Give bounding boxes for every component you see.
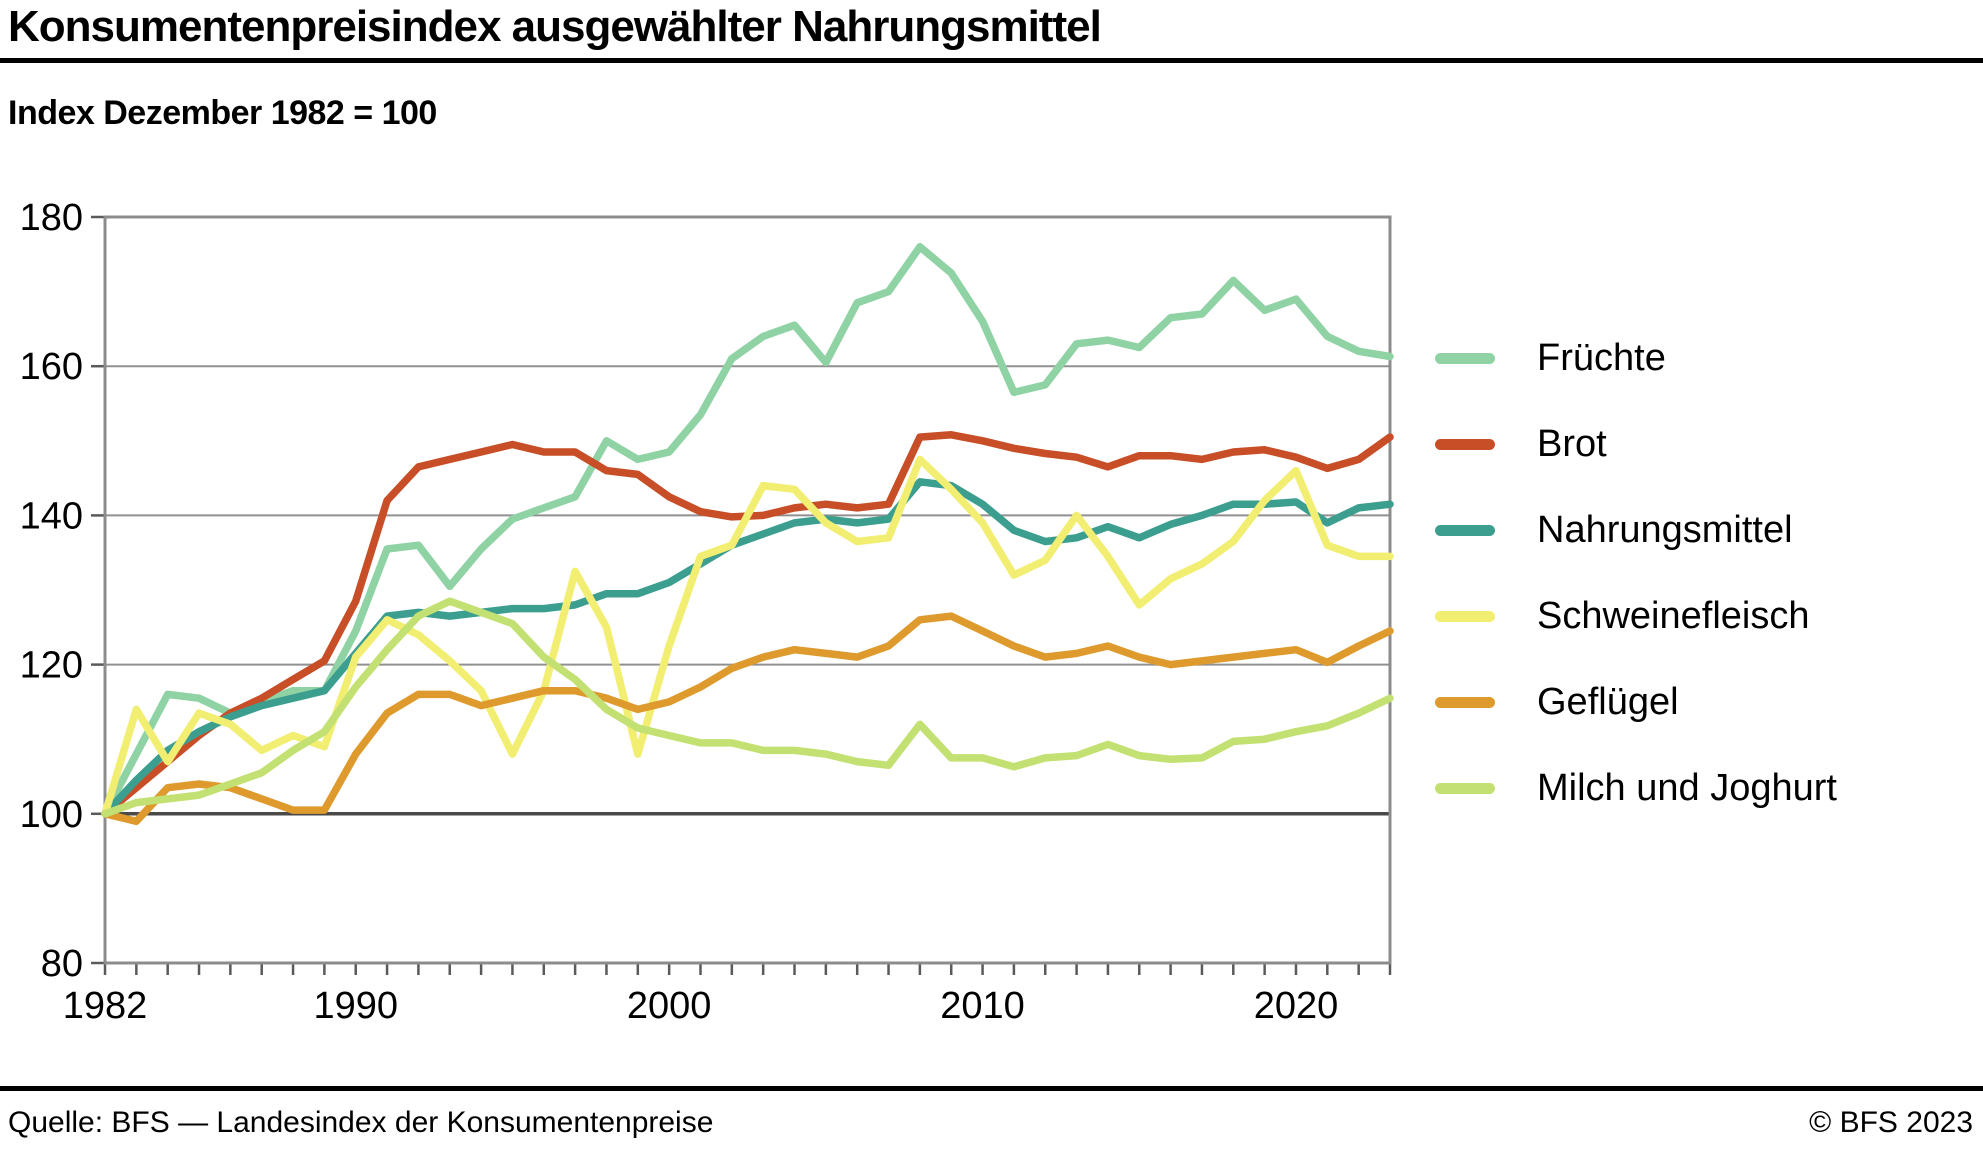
legend-label: Brot [1537,422,1607,465]
svg-text:160: 160 [20,346,83,388]
svg-text:2000: 2000 [627,985,712,1027]
svg-text:1990: 1990 [313,985,398,1027]
legend-swatch-fruechte [1435,352,1495,364]
legend-item-gefluegel: Geflügel [1435,674,1837,730]
legend-label: Nahrungsmittel [1537,508,1793,551]
svg-text:2010: 2010 [940,985,1025,1027]
legend: Früchte Brot Nahrungsmittel Schweineflei… [1435,330,1837,846]
legend-item-nahrungsmittel: Nahrungsmittel [1435,502,1837,558]
legend-swatch-gefluegel [1435,696,1495,708]
svg-text:100: 100 [20,794,83,836]
legend-label: Milch und Joghurt [1537,766,1837,809]
footer-source: Quelle: BFS — Landesindex der Konsumente… [8,1106,714,1139]
svg-text:1982: 1982 [63,985,148,1027]
legend-item-fruechte: Früchte [1435,330,1837,386]
footer-rule [0,1086,1983,1091]
footer-copyright: © BFS 2023 [1809,1106,1973,1139]
legend-swatch-brot [1435,438,1495,450]
legend-label: Geflügel [1537,680,1679,723]
legend-label: Schweinefleisch [1537,594,1810,637]
svg-text:120: 120 [20,645,83,687]
legend-swatch-milch-und-joghurt [1435,782,1495,794]
legend-item-brot: Brot [1435,416,1837,472]
svg-text:2020: 2020 [1254,985,1339,1027]
svg-text:180: 180 [20,197,83,239]
chart-subtitle: Index Dezember 1982 = 100 [8,94,437,132]
title-rule [0,58,1983,63]
legend-swatch-nahrungsmittel [1435,524,1495,536]
legend-swatch-schweinefleisch [1435,610,1495,622]
legend-item-schweinefleisch: Schweinefleisch [1435,588,1837,644]
legend-item-milch-und-joghurt: Milch und Joghurt [1435,760,1837,816]
svg-text:140: 140 [20,495,83,537]
page-title: Konsumentenpreisindex ausgewählter Nahru… [8,2,1102,51]
svg-text:80: 80 [41,943,83,985]
legend-label: Früchte [1537,336,1666,379]
